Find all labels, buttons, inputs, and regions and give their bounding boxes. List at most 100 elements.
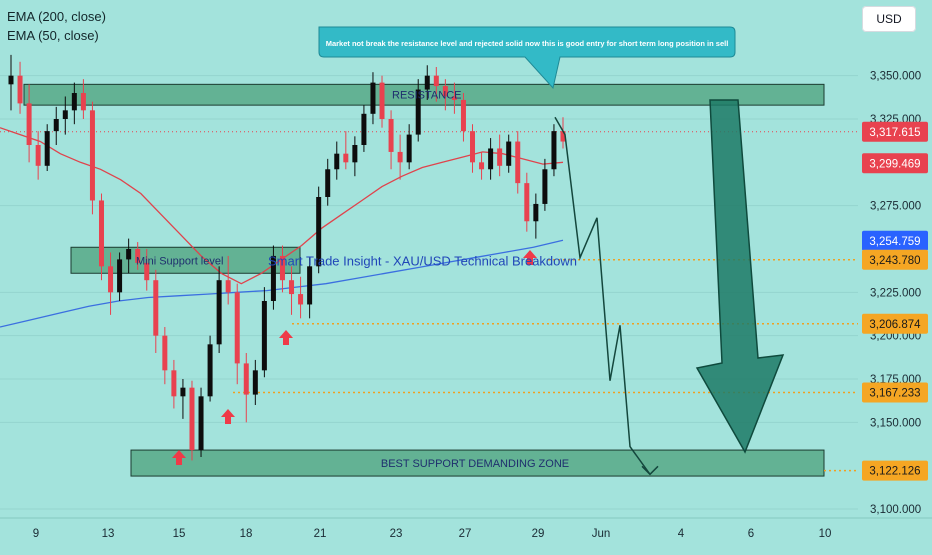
currency-button[interactable]: USD — [862, 6, 916, 32]
candle-body — [108, 266, 114, 293]
candle-body — [144, 262, 150, 281]
candle — [379, 75, 385, 128]
x-tick-label: 27 — [459, 528, 472, 540]
candle-body — [44, 131, 50, 166]
signal-arrows — [172, 250, 537, 465]
candle — [506, 134, 512, 173]
candle-body — [352, 145, 358, 163]
price-label-text: 3,243.780 — [869, 255, 920, 267]
candle — [153, 269, 159, 353]
callout-text: Market not break the resistance level an… — [326, 39, 729, 48]
candle-body — [180, 387, 186, 397]
candle-body — [298, 294, 304, 305]
candle — [298, 276, 304, 319]
indicator-legend: EMA (200, close) EMA (50, close) — [7, 7, 106, 45]
resistance-label: RESISTANCE — [392, 90, 461, 102]
price-label-bg — [862, 153, 928, 174]
candle — [406, 124, 412, 170]
candle-body — [542, 169, 548, 204]
candle-body — [442, 86, 448, 97]
best-support-label: BEST SUPPORT DEMANDING ZONE — [381, 458, 569, 470]
candle-body — [470, 131, 476, 163]
candle — [560, 117, 566, 149]
candle — [370, 72, 376, 125]
callout: Market not break the resistance level an… — [318, 26, 736, 90]
price-label-text: 3,317.615 — [869, 127, 920, 139]
candle-body — [424, 75, 430, 90]
price-label-text: 3,122.126 — [869, 466, 920, 478]
candle-body — [460, 99, 466, 132]
legend-ema200[interactable]: EMA (200, close) — [7, 9, 106, 24]
x-tick-label: 4 — [678, 528, 685, 540]
candle-body — [98, 200, 104, 267]
candle-body — [117, 259, 123, 293]
candle-body — [379, 82, 385, 119]
candle — [515, 131, 521, 194]
chart-title-overlay: Smart Trade Insight - XAU/USD Technical … — [268, 253, 577, 268]
chart-text: RESISTANCE Mini Support level BEST SUPPORT… — [136, 26, 736, 470]
resistance-zone — [23, 83, 825, 106]
candle — [488, 138, 494, 180]
candle — [533, 193, 539, 239]
candle — [44, 124, 50, 171]
candle — [316, 186, 322, 274]
candle — [80, 79, 86, 119]
ema-lines — [0, 127, 564, 328]
candle-body — [334, 153, 340, 170]
x-tick-label: 23 — [390, 528, 403, 540]
projection — [554, 99, 785, 476]
candle — [98, 193, 104, 281]
candle-body — [162, 335, 168, 371]
candle — [397, 134, 403, 180]
candle-body — [126, 249, 132, 260]
x-tick-label: 9 — [33, 528, 39, 540]
candle — [433, 67, 439, 102]
candle-body — [451, 96, 457, 100]
candle-body — [234, 292, 240, 364]
candle-body — [207, 344, 213, 397]
candle — [135, 242, 141, 270]
price-label: 3,206.874 — [862, 313, 928, 334]
candle-body — [488, 148, 494, 170]
price-grid — [0, 75, 858, 510]
candle-body — [89, 110, 95, 201]
candles — [8, 54, 566, 461]
zones — [23, 83, 825, 477]
candle — [35, 131, 41, 180]
candle — [126, 238, 132, 274]
candle-body — [35, 145, 41, 166]
candle — [8, 54, 14, 111]
y-tick-label: 3,100.000 — [870, 504, 921, 516]
x-tick-label: 21 — [314, 528, 327, 540]
candle-body — [62, 110, 68, 119]
legend-ema50[interactable]: EMA (50, close) — [7, 28, 99, 43]
candle — [180, 379, 186, 419]
candle — [225, 255, 231, 305]
price-label-bg — [862, 230, 928, 251]
candle-body — [198, 396, 204, 451]
x-tick-label: 6 — [748, 528, 754, 540]
candle-body — [560, 131, 566, 142]
candle — [442, 79, 448, 111]
candle — [198, 387, 204, 457]
price-label-bg — [862, 382, 928, 403]
candle-body — [225, 280, 231, 293]
x-tick-label: 13 — [102, 528, 115, 540]
candle — [53, 106, 59, 145]
signal-up-arrow — [172, 450, 186, 465]
candle — [551, 124, 557, 177]
candle — [361, 105, 367, 152]
price-label: 3,122.126 — [862, 460, 928, 481]
price-label-bg — [862, 121, 928, 142]
candle — [451, 82, 457, 114]
candle-body — [53, 119, 59, 132]
candle-body — [289, 280, 295, 295]
candle-body — [270, 255, 276, 301]
candle — [497, 134, 503, 177]
candle — [479, 151, 485, 180]
candle-body — [370, 82, 376, 114]
callout-bubble — [318, 26, 736, 90]
candle — [415, 79, 421, 142]
